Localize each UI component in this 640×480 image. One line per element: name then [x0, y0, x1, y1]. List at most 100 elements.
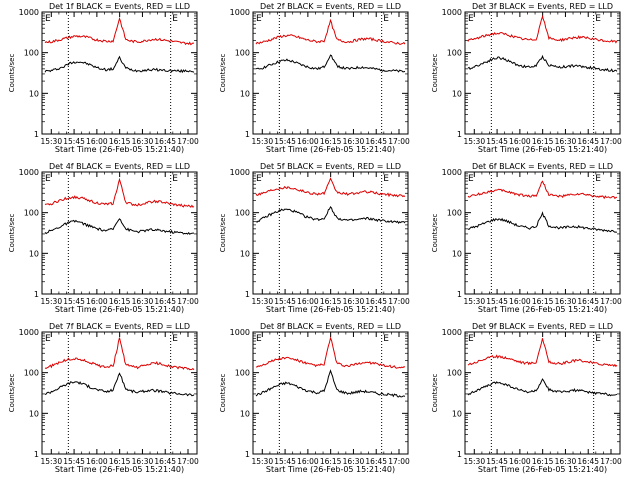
- x-tick-label: 16:15: [532, 297, 554, 306]
- chart-title: Det 2f BLACK = Events, RED = LLD: [260, 2, 401, 11]
- events-series-line: [255, 206, 406, 224]
- y-axis-label: Counts/sec: [219, 214, 227, 253]
- x-tick-label: 16:15: [532, 137, 554, 146]
- x-tick-label: 15:45: [63, 297, 85, 306]
- x-tick-label: 16:30: [343, 457, 365, 466]
- x-tick-label: 16:00: [297, 457, 319, 466]
- x-tick-label: 15:30: [463, 457, 485, 466]
- chart-panel-4: E E 1 10 100 1000 15:30 15:45 16:00 16:15 16:30 16:…: [8, 162, 199, 314]
- plot-frame: [464, 171, 621, 295]
- x-tick-label: 16:45: [365, 297, 387, 306]
- x-axis-label: Start Time (26-Feb-05 15:21:40): [266, 145, 395, 154]
- marker-label: E: [468, 174, 474, 184]
- y-tick-label: 1: [245, 450, 250, 459]
- x-tick-label: 16:45: [577, 457, 599, 466]
- y-tick-label: 100: [447, 369, 462, 378]
- lld-series-line: [44, 177, 195, 208]
- chart-title: Det 1f BLACK = Events, RED = LLD: [49, 2, 190, 11]
- plot-frame: [252, 171, 409, 295]
- y-tick-label: 1: [245, 130, 250, 139]
- y-tick-label: 100: [24, 209, 39, 218]
- marker-label: E: [172, 334, 178, 344]
- x-tick-label: 16:15: [532, 457, 554, 466]
- y-axis-label: Counts/sec: [431, 54, 439, 93]
- marker-label: E: [468, 14, 474, 24]
- x-tick-label: 15:30: [463, 137, 485, 146]
- chart-title: Det 6f BLACK = Events, RED = LLD: [472, 162, 613, 171]
- x-tick-label: 15:45: [486, 137, 508, 146]
- lld-series-line: [467, 180, 618, 200]
- x-tick-label: 15:30: [251, 137, 273, 146]
- x-tick-label: 15:45: [63, 457, 85, 466]
- events-series-line: [44, 372, 195, 397]
- y-tick-label: 1000: [230, 8, 250, 17]
- chart-title: Det 4f BLACK = Events, RED = LLD: [49, 162, 190, 171]
- y-tick-label: 1: [457, 130, 462, 139]
- y-tick-label: 10: [29, 89, 39, 98]
- plot-frame: [464, 11, 621, 135]
- y-tick-label: 1: [457, 290, 462, 299]
- x-axis-label: Start Time (26-Feb-05 15:21:40): [55, 305, 184, 314]
- x-tick-label: 16:00: [297, 137, 319, 146]
- x-tick-label: 16:45: [577, 297, 599, 306]
- marker-label: E: [383, 174, 389, 184]
- y-tick-label: 100: [235, 49, 250, 58]
- y-axis-label: Counts/sec: [219, 374, 227, 413]
- x-tick-label: 16:30: [343, 297, 365, 306]
- y-axis-label: Counts/sec: [8, 54, 16, 93]
- y-tick-label: 10: [240, 409, 250, 418]
- events-series-line: [255, 54, 406, 73]
- chart-panel-2: E E 1 10 100 1000 15:30 15:45 16:00 16:15 16:30 16:…: [219, 2, 410, 154]
- lld-series-line: [255, 177, 406, 198]
- x-tick-label: 17:00: [388, 457, 410, 466]
- x-tick-label: 15:45: [274, 297, 296, 306]
- y-tick-label: 100: [24, 49, 39, 58]
- y-tick-label: 10: [452, 89, 462, 98]
- y-tick-label: 100: [24, 369, 39, 378]
- x-tick-label: 16:00: [86, 137, 108, 146]
- x-tick-label: 16:00: [86, 297, 108, 306]
- y-tick-label: 10: [240, 89, 250, 98]
- events-series-line: [255, 369, 406, 398]
- marker-label: E: [45, 14, 51, 24]
- chart-panel-8: E E 1 10 100 1000 15:30 15:45 16:00 16:15 16:30 16:…: [219, 322, 410, 474]
- plot-frame: [252, 11, 409, 135]
- x-tick-label: 15:30: [40, 297, 62, 306]
- marker-label: E: [256, 334, 262, 344]
- marker-label: E: [45, 174, 51, 184]
- y-tick-label: 10: [29, 249, 39, 258]
- y-axis-label: Counts/sec: [8, 214, 16, 253]
- x-tick-label: 15:30: [40, 137, 62, 146]
- x-tick-label: 16:30: [132, 137, 154, 146]
- chart-panel-3: E E 1 10 100 1000 15:30 15:45 16:00 16:15 16:30 16:…: [431, 2, 622, 154]
- events-series-line: [44, 218, 194, 235]
- chart-title: Det 7f BLACK = Events, RED = LLD: [49, 322, 190, 331]
- events-series-line: [467, 378, 618, 397]
- events-series-line: [467, 211, 618, 233]
- x-tick-label: 16:45: [365, 137, 387, 146]
- plot-frame: [252, 331, 409, 455]
- x-tick-label: 16:45: [154, 137, 176, 146]
- chart-panel-9: E E 1 10 100 1000 15:30 15:45 16:00 16:15 16:30 16:…: [431, 322, 622, 474]
- y-tick-label: 10: [29, 409, 39, 418]
- x-tick-label: 15:30: [251, 297, 273, 306]
- chart-title: Det 8f BLACK = Events, RED = LLD: [260, 322, 401, 331]
- lld-series-line: [255, 18, 406, 45]
- y-tick-label: 100: [235, 369, 250, 378]
- lld-series-line: [467, 14, 618, 44]
- x-axis-label: Start Time (26-Feb-05 15:21:40): [266, 305, 395, 314]
- x-tick-label: 15:45: [63, 137, 85, 146]
- x-tick-label: 17:00: [177, 297, 199, 306]
- x-tick-label: 16:30: [132, 297, 154, 306]
- marker-label: E: [45, 334, 51, 344]
- y-tick-label: 10: [452, 409, 462, 418]
- chart-title: Det 3f BLACK = Events, RED = LLD: [472, 2, 613, 11]
- y-tick-label: 1: [457, 450, 462, 459]
- y-tick-label: 1000: [19, 328, 39, 337]
- x-tick-label: 15:30: [40, 457, 62, 466]
- x-tick-label: 15:45: [274, 457, 296, 466]
- marker-label: E: [256, 14, 262, 24]
- events-series-line: [467, 54, 618, 73]
- y-tick-label: 100: [235, 209, 250, 218]
